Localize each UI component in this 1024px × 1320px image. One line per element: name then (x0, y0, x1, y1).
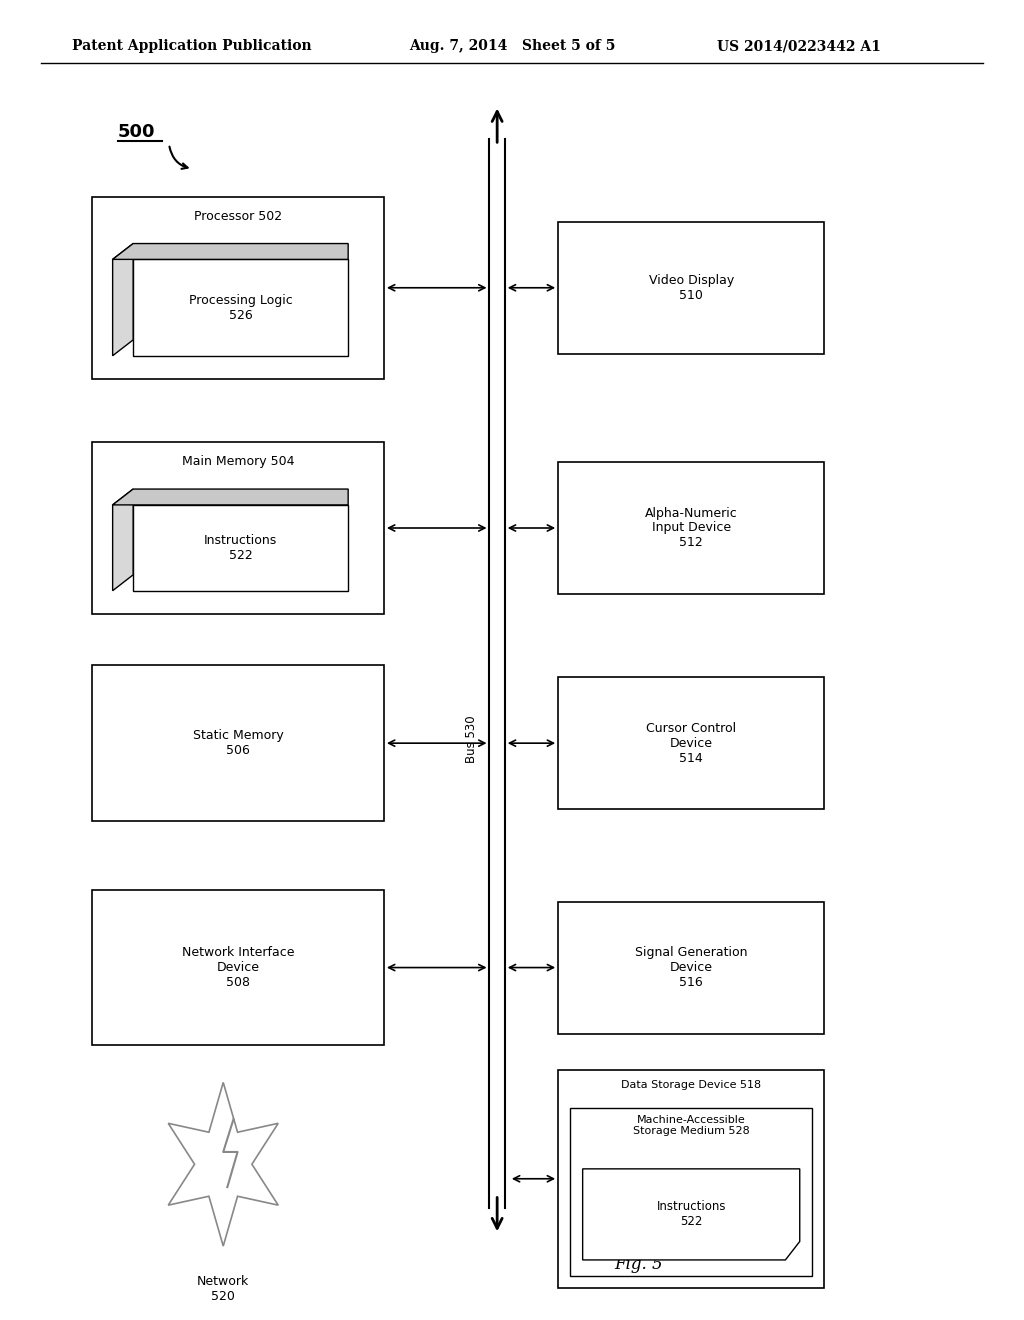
Polygon shape (583, 1170, 800, 1259)
Bar (558, 1069, 824, 1288)
Text: Network Interface
Device
508: Network Interface Device 508 (182, 946, 294, 989)
Text: Network
520: Network 520 (197, 1275, 250, 1303)
Polygon shape (113, 243, 348, 259)
Text: Video Display
510: Video Display 510 (648, 273, 734, 302)
Bar (133, 259, 348, 355)
Text: Instructions
522: Instructions 522 (204, 533, 278, 562)
Bar (92, 665, 384, 821)
Text: Processor 502: Processor 502 (194, 210, 283, 223)
Polygon shape (113, 490, 348, 506)
Bar (92, 197, 384, 379)
Bar (558, 462, 824, 594)
Text: Data Storage Device 518: Data Storage Device 518 (622, 1080, 761, 1090)
Text: Patent Application Publication: Patent Application Publication (72, 40, 311, 53)
Text: Main Memory 504: Main Memory 504 (182, 455, 294, 469)
Bar (133, 506, 348, 591)
Text: Static Memory
506: Static Memory 506 (193, 729, 284, 758)
Text: Machine-Accessible
Storage Medium 528: Machine-Accessible Storage Medium 528 (633, 1114, 750, 1137)
Bar (558, 677, 824, 809)
Bar (570, 1109, 812, 1275)
Polygon shape (168, 1082, 279, 1246)
Text: Bus 530: Bus 530 (465, 715, 477, 763)
Bar (558, 902, 824, 1034)
Text: Instructions
522: Instructions 522 (656, 1200, 726, 1229)
Polygon shape (113, 243, 133, 355)
Text: Alpha-Numeric
Input Device
512: Alpha-Numeric Input Device 512 (645, 507, 737, 549)
Text: Signal Generation
Device
516: Signal Generation Device 516 (635, 946, 748, 989)
Bar (92, 890, 384, 1045)
Text: Cursor Control
Device
514: Cursor Control Device 514 (646, 722, 736, 764)
Text: US 2014/0223442 A1: US 2014/0223442 A1 (717, 40, 881, 53)
Text: 500: 500 (118, 123, 156, 141)
Text: Processing Logic
526: Processing Logic 526 (188, 293, 293, 322)
Bar (92, 442, 384, 614)
Bar (558, 222, 824, 354)
Text: Aug. 7, 2014   Sheet 5 of 5: Aug. 7, 2014 Sheet 5 of 5 (410, 40, 616, 53)
Polygon shape (113, 490, 133, 591)
Text: Fig. 5: Fig. 5 (614, 1257, 663, 1272)
